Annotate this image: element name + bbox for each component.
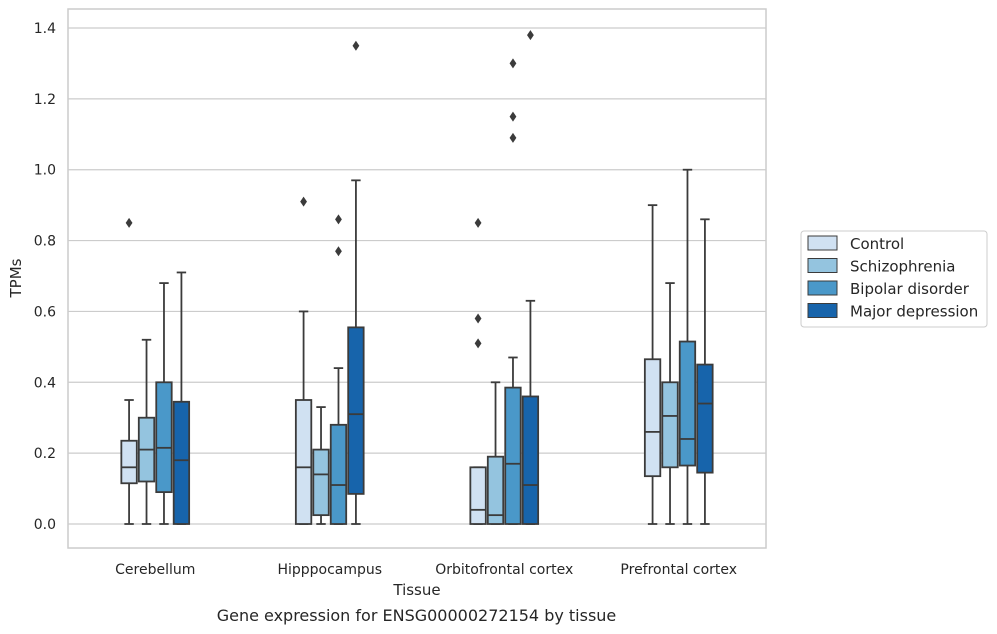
x-tick-label: Hipppocampus <box>277 562 382 578</box>
box-body <box>347 326 365 495</box>
outlier-point <box>527 30 534 41</box>
outlier-point <box>509 132 517 143</box>
box-4-2 <box>347 40 365 525</box>
box-1-3 <box>469 217 487 525</box>
box-body <box>172 400 191 525</box>
legend-label: Control <box>850 235 904 253</box>
x-axis-label: Tissue <box>392 581 440 599</box>
box-3-3 <box>504 58 522 525</box>
box-3-4 <box>678 168 697 525</box>
y-tick-label: 1.0 <box>34 163 56 179</box>
y-tick-label: 0.4 <box>34 375 56 391</box>
box-body <box>696 363 714 474</box>
box-body <box>294 399 313 525</box>
box-2-4 <box>661 282 679 525</box>
figure-caption: Gene expression for ENSG00000272154 by t… <box>216 606 617 625</box>
box-1-2 <box>294 196 313 525</box>
box-body <box>120 439 138 485</box>
y-tick-label: 0.2 <box>34 446 56 462</box>
legend-swatch <box>807 258 838 273</box>
x-tick-label: Prefrontal cortex <box>620 562 737 578</box>
outlier-point <box>474 313 482 324</box>
legend-swatch <box>807 235 838 251</box>
legend-frame <box>800 230 988 328</box>
box-body <box>486 455 505 525</box>
outlier-point <box>509 111 517 122</box>
box-2-3 <box>486 381 505 525</box>
legend-label: Bipolar disorder <box>850 280 970 298</box>
box-body <box>678 340 697 467</box>
box-2-1 <box>137 338 156 525</box>
legend: Control Schizophrenia Bipolar disorder Majo… <box>800 230 988 328</box>
outlier-point <box>509 58 517 69</box>
box-body <box>504 386 522 525</box>
y-tick-label: 0.0 <box>34 517 56 533</box>
box-body <box>312 448 330 517</box>
outlier-point <box>335 246 342 257</box>
box-3-1 <box>155 282 173 525</box>
legend-label: Schizophrenia <box>850 258 955 276</box>
legend-swatch <box>807 280 838 296</box>
y-tick-label: 0.8 <box>34 234 56 250</box>
box-body <box>643 358 662 478</box>
y-axis-ticks: 0.0 0.2 0.4 0.6 0.8 1.0 1.2 1.4 <box>34 21 56 533</box>
box-2-2 <box>312 406 330 525</box>
grid-lines <box>68 27 766 525</box>
outlier-point <box>125 217 133 228</box>
box-body <box>521 395 540 525</box>
x-tick-label: Orbitofrontal cortex <box>435 562 573 578</box>
box-3-2 <box>329 214 348 525</box>
x-tick-label: Cerebellum <box>115 562 195 578</box>
outlier-point <box>474 338 482 349</box>
outlier-point <box>300 196 307 207</box>
box-body <box>155 381 173 494</box>
y-tick-label: 1.2 <box>34 92 56 108</box>
y-tick-label: 1.4 <box>34 21 56 37</box>
outlier-point <box>352 40 360 51</box>
y-axis-label: TPMs <box>7 258 25 298</box>
y-tick-label: 0.6 <box>34 304 56 320</box>
box-body <box>329 423 348 525</box>
outlier-point <box>474 217 482 228</box>
box-body <box>469 466 487 525</box>
box-4-3 <box>521 30 540 525</box>
box-1-1 <box>120 217 138 525</box>
x-axis-ticks: Cerebellum Hipppocampus Orbitofrontal cort… <box>115 562 737 578</box>
legend-label: Major depression <box>850 303 978 321</box>
box-4-4 <box>696 218 714 525</box>
box-4-1 <box>172 271 191 525</box>
outlier-point <box>335 214 342 225</box>
legend-swatch <box>807 303 838 318</box>
box-1-4 <box>643 204 662 525</box>
box-body <box>661 381 679 469</box>
boxes <box>120 30 714 525</box>
plot-area-frame <box>67 8 767 549</box>
